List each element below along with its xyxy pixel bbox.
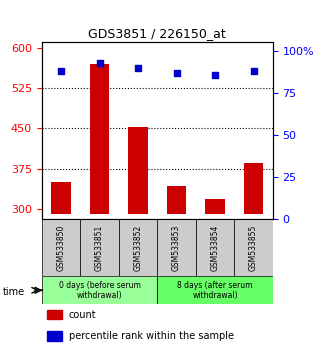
Text: GSM533850: GSM533850 [56, 224, 65, 271]
Bar [244, 163, 263, 214]
FancyBboxPatch shape [157, 276, 273, 304]
Point [174, 70, 179, 76]
Point [213, 72, 218, 77]
Point [135, 65, 141, 70]
FancyBboxPatch shape [80, 219, 119, 276]
Text: GSM533854: GSM533854 [211, 224, 220, 271]
FancyBboxPatch shape [157, 219, 196, 276]
Point [58, 68, 64, 74]
Point [251, 68, 256, 74]
Text: GSM533853: GSM533853 [172, 224, 181, 271]
Text: GSM533852: GSM533852 [134, 225, 143, 271]
Bar [167, 186, 186, 214]
Title: GDS3851 / 226150_at: GDS3851 / 226150_at [88, 27, 226, 40]
Bar [47, 331, 62, 341]
Bar [51, 182, 71, 214]
FancyBboxPatch shape [119, 219, 157, 276]
Point [97, 60, 102, 65]
FancyBboxPatch shape [196, 219, 234, 276]
Text: 0 days (before serum
withdrawal): 0 days (before serum withdrawal) [58, 281, 141, 300]
Bar [205, 199, 225, 214]
Text: GSM533851: GSM533851 [95, 225, 104, 271]
FancyBboxPatch shape [234, 219, 273, 276]
Text: 8 days (after serum
withdrawal): 8 days (after serum withdrawal) [177, 281, 253, 300]
Text: time: time [3, 287, 25, 297]
Bar [90, 64, 109, 214]
Text: count: count [69, 310, 96, 320]
Text: GSM533855: GSM533855 [249, 224, 258, 271]
Bar [47, 310, 62, 319]
FancyBboxPatch shape [42, 276, 157, 304]
Bar [128, 127, 148, 214]
FancyBboxPatch shape [42, 219, 80, 276]
Text: percentile rank within the sample: percentile rank within the sample [69, 331, 234, 341]
